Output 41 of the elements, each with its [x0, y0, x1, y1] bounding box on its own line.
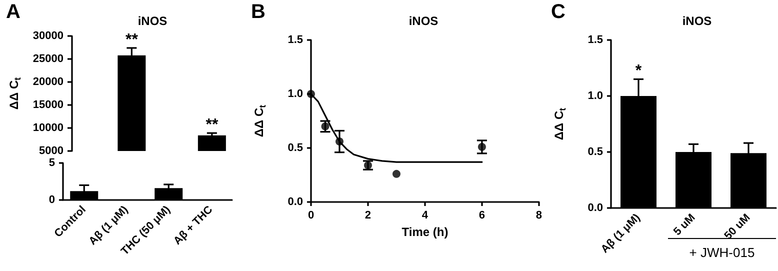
y-tick-label: 1.5	[588, 34, 603, 46]
point	[392, 170, 400, 178]
y-tick-label: 1.0	[288, 88, 303, 100]
y-axis-title: ΔΔ Ct	[252, 104, 268, 138]
chart-title: iNOS	[408, 14, 438, 28]
x-tick-label: 6	[478, 210, 486, 222]
y-tick-label: 1.5	[288, 34, 303, 46]
point	[478, 142, 486, 151]
y-tick-label: 30000	[32, 30, 64, 42]
y-tick-label: 0.5	[588, 146, 603, 158]
annotation: **	[125, 31, 139, 48]
text: B	[251, 1, 266, 23]
y-tick-label: 0.0	[588, 202, 603, 214]
annotation: *	[635, 62, 642, 80]
y-tick-label: 0	[48, 194, 55, 206]
point	[321, 122, 330, 130]
text: A	[6, 1, 20, 23]
x-tick-label: 2	[364, 210, 372, 222]
y-tick-label: 25000	[32, 53, 64, 65]
x-axis-title: Time (h)	[402, 225, 448, 239]
point	[336, 138, 344, 146]
y-tick-label: 5	[48, 157, 55, 169]
y-tick-label: 10000	[32, 122, 64, 134]
chart-title: iNOS	[682, 14, 712, 28]
chart-title: iNOS	[138, 14, 168, 28]
y-tick-label: 1.0	[588, 90, 603, 102]
y-axis-title: ΔΔ Ct	[552, 108, 568, 140]
x-tick-label: 5 uM	[672, 212, 698, 238]
y-tick-label: 15000	[32, 99, 64, 111]
annotation: **	[206, 116, 219, 134]
x-tick-label: Aβ + THC	[171, 204, 216, 248]
x-tick-label: 4	[422, 210, 429, 222]
x-tick-label: 0	[308, 210, 314, 222]
text: C	[551, 1, 566, 23]
y-tick-label: 0.5	[288, 142, 303, 154]
x-tick-label: 8	[536, 210, 542, 222]
y-axis-title: ΔΔ Ct	[7, 77, 22, 110]
y-tick-label: 5000	[39, 145, 64, 157]
y-tick-label: 0.0	[288, 196, 303, 208]
y-tick-label: 20000	[32, 76, 64, 88]
text: + JWH-015	[689, 245, 755, 260]
